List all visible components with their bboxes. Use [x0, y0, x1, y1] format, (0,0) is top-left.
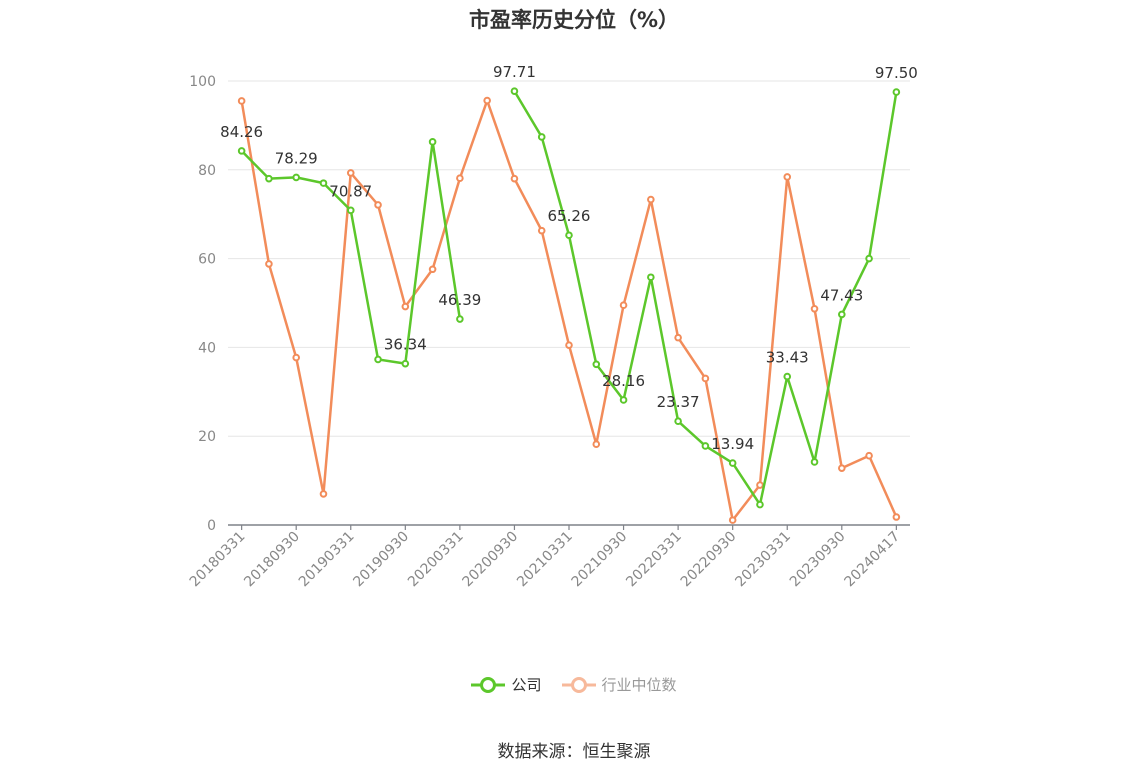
data-point — [892, 88, 901, 96]
legend: 公司 行业中位数 — [0, 674, 1148, 695]
data-point — [346, 169, 355, 177]
data-point — [810, 458, 819, 466]
x-tick-label: 20180930 — [241, 529, 303, 591]
x-tick-label: 20210331 — [514, 529, 576, 591]
legend-item-company[interactable]: 公司 — [471, 674, 542, 695]
y-axis-ticks: 0 20 40 60 80 100 — [189, 74, 216, 534]
data-point — [565, 341, 573, 349]
x-tick-label: 20230331 — [732, 529, 794, 591]
x-tick-label: 20190331 — [296, 529, 358, 591]
data-point — [674, 417, 682, 426]
x-tick-label: 20210930 — [569, 529, 631, 591]
data-label: 46.39 — [438, 291, 481, 309]
data-point — [756, 500, 764, 509]
x-tick-label: 20240417 — [841, 529, 903, 591]
data-label: 70.87 — [329, 182, 372, 200]
data-point — [483, 96, 491, 105]
legend-industry-marker-icon — [561, 676, 596, 693]
grid-lines — [228, 80, 910, 437]
series-company — [237, 87, 901, 509]
data-label: 23.37 — [657, 393, 700, 411]
data-point — [319, 490, 328, 498]
legend-company-marker-icon — [471, 676, 506, 693]
data-label: 97.71 — [493, 63, 536, 81]
data-point — [783, 173, 792, 181]
data-point — [428, 265, 437, 274]
data-point — [892, 513, 901, 521]
x-tick-label: 20180331 — [187, 529, 249, 591]
series-lines — [237, 87, 901, 524]
series-line — [240, 99, 898, 522]
data-point — [237, 97, 246, 105]
y-tick-label: 0 — [207, 518, 216, 534]
y-tick-label: 20 — [198, 429, 216, 445]
x-tick-label: 20220331 — [623, 529, 685, 591]
data-point — [592, 440, 601, 448]
data-point — [510, 87, 519, 95]
data-point — [374, 355, 382, 364]
data-point — [838, 464, 846, 472]
data-label: 28.16 — [602, 372, 645, 390]
data-point — [456, 174, 464, 183]
data-point — [565, 231, 573, 240]
data-point — [510, 174, 519, 183]
data-point — [537, 133, 546, 141]
data-point — [428, 138, 437, 146]
data-point — [292, 353, 301, 362]
data-point — [619, 301, 628, 310]
data-point — [756, 481, 764, 489]
data-point — [838, 310, 846, 319]
data-point — [537, 226, 546, 235]
data-point — [728, 459, 737, 467]
data-point — [647, 273, 655, 282]
data-point — [647, 195, 655, 204]
data-point — [865, 451, 873, 460]
data-point — [319, 179, 328, 187]
data-label: 47.43 — [820, 286, 863, 304]
data-point — [401, 302, 410, 311]
data-label: 13.94 — [711, 435, 754, 453]
data-point — [810, 304, 819, 313]
x-axis-ticks: 2018033120180930201903312019093020200331… — [187, 525, 903, 590]
legend-label-company: 公司 — [511, 676, 542, 694]
series-industry — [237, 96, 901, 524]
x-tick-label: 20200930 — [460, 529, 522, 591]
data-point — [619, 396, 628, 404]
data-point — [265, 260, 273, 268]
data-point — [592, 360, 601, 369]
x-tick-label: 20230930 — [787, 529, 849, 591]
x-tick-label: 20220930 — [678, 529, 740, 591]
data-point — [783, 372, 792, 381]
data-label: 84.26 — [220, 123, 263, 141]
y-tick-label: 80 — [198, 163, 216, 179]
data-label: 65.26 — [548, 207, 591, 225]
legend-item-industry[interactable]: 行业中位数 — [561, 674, 677, 695]
line-chart: 0 20 40 60 80 100 201803312018093020190331201… — [187, 63, 918, 590]
data-label: 78.29 — [275, 149, 318, 167]
legend-label-industry: 行业中位数 — [601, 676, 677, 694]
data-point — [456, 315, 464, 323]
data-label: 33.43 — [766, 349, 809, 367]
data-source: 数据来源：恒生聚源 — [497, 742, 651, 762]
data-point — [237, 147, 246, 155]
data-point — [674, 333, 682, 342]
data-label: 97.50 — [875, 64, 918, 82]
data-point — [401, 359, 410, 368]
y-tick-label: 100 — [189, 74, 216, 90]
data-point — [292, 173, 301, 182]
y-tick-label: 60 — [198, 252, 216, 268]
data-point — [701, 374, 710, 383]
data-point — [701, 442, 710, 450]
data-point — [865, 254, 873, 263]
data-label: 36.34 — [384, 336, 427, 354]
data-point — [728, 516, 737, 524]
data-point — [346, 206, 355, 215]
chart-title: 市盈率历史分位（%） — [468, 8, 680, 32]
data-labels: 84.26 78.29 70.87 36.34 46.39 97.71 65.26 28.16… — [220, 63, 918, 453]
data-point — [265, 174, 273, 183]
y-tick-label: 40 — [198, 340, 216, 356]
x-tick-label: 20190930 — [350, 529, 412, 591]
x-tick-label: 20200331 — [405, 529, 467, 591]
data-point — [374, 201, 382, 209]
